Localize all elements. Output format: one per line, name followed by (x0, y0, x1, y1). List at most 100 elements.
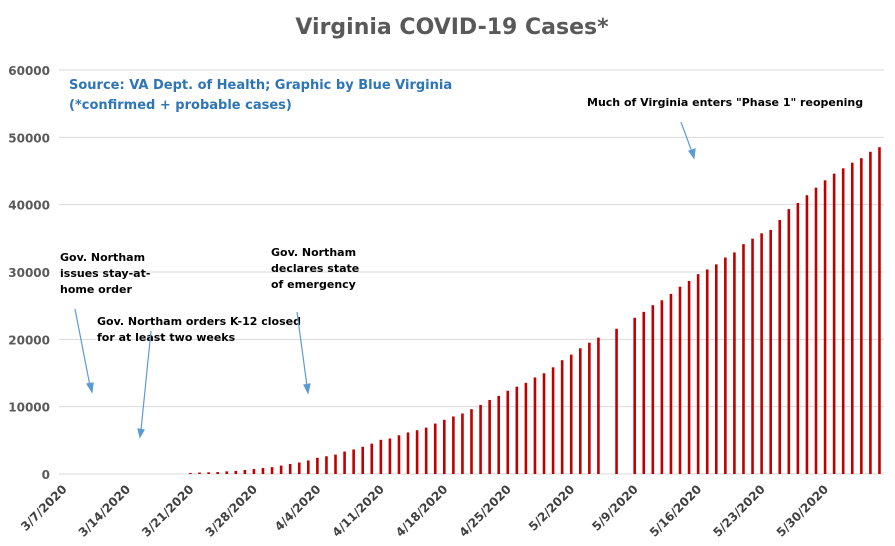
bar (869, 151, 872, 474)
bar (524, 382, 528, 474)
bar (633, 317, 636, 474)
bar (850, 162, 854, 474)
bar (261, 468, 265, 474)
bar (841, 168, 845, 474)
bar (279, 465, 283, 474)
bar (297, 462, 301, 474)
bar (506, 390, 510, 474)
bar (823, 180, 827, 474)
bar (651, 305, 655, 474)
bar (334, 454, 337, 474)
y-tick-label: 30000 (8, 266, 50, 280)
bar (461, 413, 464, 474)
source-line-2: (*confirmed + probable cases) (69, 98, 292, 113)
arrow-phase1 (680, 121, 696, 160)
bar (515, 386, 519, 474)
bar (760, 233, 763, 474)
y-tick-label: 20000 (8, 333, 50, 347)
arrow-stay-at-home (74, 308, 94, 394)
bar (433, 423, 437, 474)
bar (832, 173, 836, 474)
bar (198, 472, 201, 474)
bar (189, 472, 192, 474)
annotation-stay-at-home-line-3: home order (60, 283, 132, 296)
bar (569, 354, 573, 474)
y-tick-label: 50000 (8, 131, 50, 145)
annotation-emergency-line-1: Gov. Northam (271, 246, 356, 259)
annotation-k12-closed: Gov. Northam orders K-12 closed for at l… (97, 315, 301, 344)
bar (479, 404, 482, 474)
bar (551, 367, 555, 474)
arrow-state-of-emergency (296, 311, 311, 395)
bar (406, 432, 410, 474)
bar (615, 328, 618, 474)
bar (696, 274, 700, 474)
bar (225, 471, 229, 474)
bar (207, 472, 210, 474)
bar (397, 435, 401, 474)
bar (678, 286, 682, 474)
y-tick-label: 10000 (8, 401, 50, 415)
bar (588, 342, 591, 474)
annotation-k12-closed-line-2: for at least two weeks (97, 331, 236, 344)
bar (325, 456, 328, 474)
bar (361, 446, 365, 474)
bar (343, 451, 346, 474)
annotation-emergency-line-2: declares state (271, 262, 359, 275)
bar (860, 158, 863, 475)
y-tick-label: 40000 (8, 199, 50, 213)
bar (642, 311, 646, 474)
annotation-stay-at-home-line-2: issues stay-at- (60, 267, 150, 280)
bar (796, 202, 800, 475)
bar (724, 257, 727, 474)
bar (769, 229, 772, 474)
bar (216, 472, 219, 474)
bar (424, 427, 428, 474)
source-note: Source: VA Dept. of Health; Graphic by B… (69, 78, 452, 113)
bar (705, 269, 709, 474)
arrow-k12-closed (137, 330, 152, 439)
bar (733, 252, 736, 474)
bar (234, 470, 238, 474)
annotation-emergency-line-3: of emergency (271, 278, 356, 291)
annotation-phase1-line-1: Much of Virginia enters "Phase 1" reopen… (587, 96, 863, 109)
annotation-arrows (74, 121, 696, 439)
bar (452, 416, 455, 474)
bar (805, 195, 809, 475)
bar (560, 360, 564, 474)
annotation-stay-at-home: Gov. Northam issues stay-at- home order (60, 251, 150, 296)
bar (669, 293, 673, 474)
bar (778, 219, 782, 474)
bar (252, 469, 256, 474)
bar (370, 443, 374, 474)
bar (307, 460, 310, 474)
bar (878, 147, 881, 474)
bar (660, 300, 664, 474)
y-tick-label: 60000 (8, 64, 50, 78)
bar (597, 337, 600, 474)
bar (288, 464, 292, 474)
source-line-1: Source: VA Dept. of Health; Graphic by B… (69, 78, 452, 93)
bar (352, 449, 355, 474)
chart-title: Virginia COVID-19 Cases* (295, 15, 609, 40)
annotation-stay-at-home-line-1: Gov. Northam (60, 251, 145, 264)
bar (243, 469, 247, 474)
bar (470, 409, 473, 474)
annotation-k12-closed-line-1: Gov. Northam orders K-12 closed (97, 315, 301, 328)
bar (388, 438, 392, 474)
bars (189, 147, 881, 475)
bar (742, 244, 745, 474)
bar (814, 187, 818, 475)
bar (787, 209, 791, 474)
bar (488, 399, 491, 474)
annotation-state-of-emergency: Gov. Northam declares state of emergency (271, 246, 359, 291)
bar (542, 373, 546, 474)
bar (578, 348, 582, 474)
bar (533, 377, 537, 474)
bar (687, 280, 691, 474)
bar (316, 457, 319, 474)
gridlines (59, 69, 884, 475)
bar (379, 439, 383, 474)
